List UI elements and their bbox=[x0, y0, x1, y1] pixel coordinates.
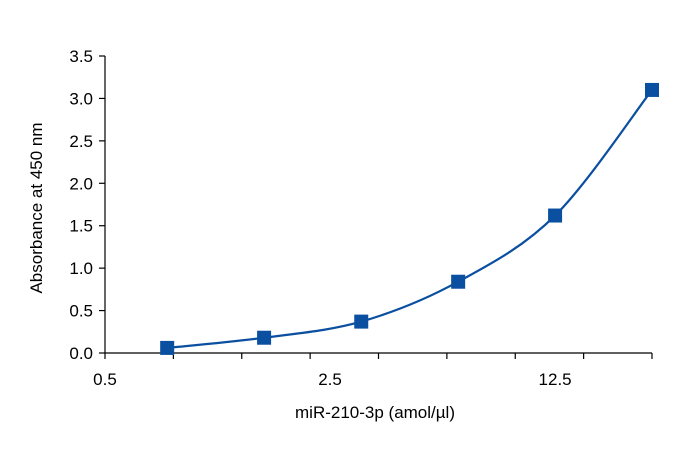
y-tick-label: 1.5 bbox=[69, 217, 93, 236]
y-tick-label: 3.0 bbox=[69, 89, 93, 108]
data-point bbox=[645, 82, 659, 97]
data-points bbox=[160, 82, 659, 355]
fit-curve bbox=[167, 89, 653, 350]
x-axis-ticks: 0.5 2.5 12.5 bbox=[93, 353, 653, 389]
data-point bbox=[548, 208, 563, 223]
y-tick-label: 3.5 bbox=[69, 47, 93, 66]
x-tick-label: 12.5 bbox=[539, 370, 572, 389]
x-axis-title: miR-210-3p (amol/µl) bbox=[295, 403, 455, 422]
data-point bbox=[354, 314, 369, 329]
y-tick-label: 0.5 bbox=[69, 302, 93, 321]
y-tick-label: 2.5 bbox=[69, 132, 93, 151]
y-tick-label: 2.0 bbox=[69, 174, 93, 193]
y-axis-ticks: 0.0 0.5 1.0 1.5 2.0 2.5 3.0 3.5 bbox=[69, 47, 105, 363]
x-tick-label: 2.5 bbox=[318, 370, 342, 389]
data-point bbox=[257, 330, 272, 345]
y-tick-label: 1.0 bbox=[69, 259, 93, 278]
y-tick-label: 0.0 bbox=[69, 344, 93, 363]
x-tick-label: 0.5 bbox=[93, 370, 117, 389]
data-point bbox=[160, 340, 175, 355]
data-point bbox=[451, 274, 466, 289]
y-axis-title: Absorbance at 450 nm bbox=[27, 122, 46, 293]
